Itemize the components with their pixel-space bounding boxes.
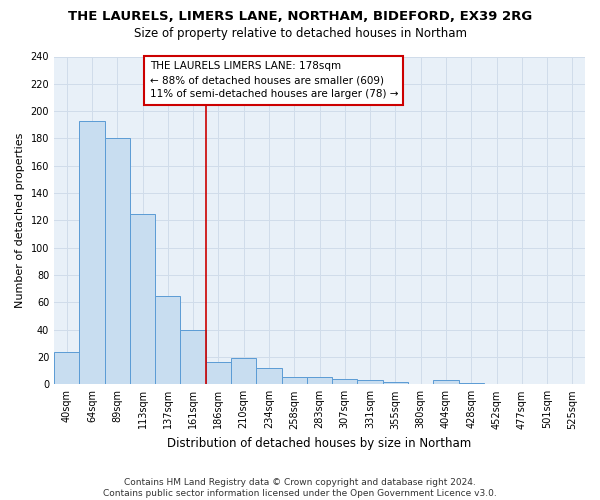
Text: Size of property relative to detached houses in Northam: Size of property relative to detached ho… <box>133 28 467 40</box>
Bar <box>332 379 358 384</box>
Bar <box>181 330 206 384</box>
Text: Contains HM Land Registry data © Crown copyright and database right 2024.
Contai: Contains HM Land Registry data © Crown c… <box>103 478 497 498</box>
Bar <box>54 352 79 384</box>
Text: THE LAURELS LIMERS LANE: 178sqm
← 88% of detached houses are smaller (609)
11% o: THE LAURELS LIMERS LANE: 178sqm ← 88% of… <box>149 62 398 100</box>
Bar <box>281 378 307 384</box>
Bar <box>307 378 332 384</box>
Bar <box>383 382 408 384</box>
Bar <box>79 120 104 384</box>
Bar <box>256 368 281 384</box>
Bar <box>130 214 155 384</box>
Bar <box>231 358 256 384</box>
X-axis label: Distribution of detached houses by size in Northam: Distribution of detached houses by size … <box>167 437 472 450</box>
Bar <box>458 383 484 384</box>
Y-axis label: Number of detached properties: Number of detached properties <box>15 132 25 308</box>
Text: THE LAURELS, LIMERS LANE, NORTHAM, BIDEFORD, EX39 2RG: THE LAURELS, LIMERS LANE, NORTHAM, BIDEF… <box>68 10 532 23</box>
Bar <box>206 362 231 384</box>
Bar <box>155 296 181 384</box>
Bar <box>104 138 130 384</box>
Bar <box>433 380 458 384</box>
Bar <box>358 380 383 384</box>
